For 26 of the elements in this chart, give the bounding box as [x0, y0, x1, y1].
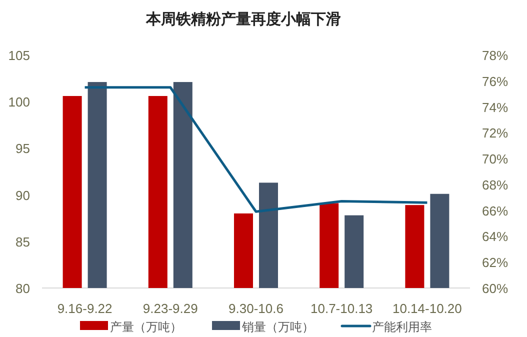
legend-label: 产能利用率 [372, 320, 432, 334]
chart-title: 本周铁精粉产量再度小幅下滑 [145, 10, 341, 28]
y2-tick-label: 64% [482, 229, 508, 244]
y2-tick-label: 66% [482, 203, 508, 218]
y2-tick-label: 70% [482, 152, 508, 167]
y-tick-label: 95 [16, 141, 30, 156]
x-tick-label: 9.30-10.6 [228, 301, 284, 316]
x-tick-label: 10.7-10.13 [310, 301, 373, 316]
y2-tick-label: 74% [482, 100, 508, 115]
x-tick-label: 9.23-9.29 [142, 301, 198, 316]
line-series [84, 86, 428, 213]
y2-tick-label: 68% [482, 177, 508, 192]
y-tick-label: 105 [8, 48, 30, 63]
x-tick-label: 9.16-9.22 [57, 301, 112, 316]
y2-tick-label: 72% [482, 126, 508, 141]
y2-tick-label: 62% [482, 255, 508, 270]
y2-tick-label: 60% [482, 281, 508, 296]
legend-label: 产量（万吨） [110, 320, 182, 334]
y-tick-label: 85 [16, 234, 30, 250]
legend-label: 销量（万吨） [241, 320, 314, 334]
y2-tick-label: 76% [482, 74, 508, 89]
y-tick-label: 80 [16, 281, 30, 296]
x-tick-label: 10.14-10.20 [392, 301, 462, 316]
y2-tick-label: 78% [482, 48, 508, 63]
y-tick-label: 100 [8, 94, 30, 110]
y-tick-label: 90 [16, 188, 30, 203]
